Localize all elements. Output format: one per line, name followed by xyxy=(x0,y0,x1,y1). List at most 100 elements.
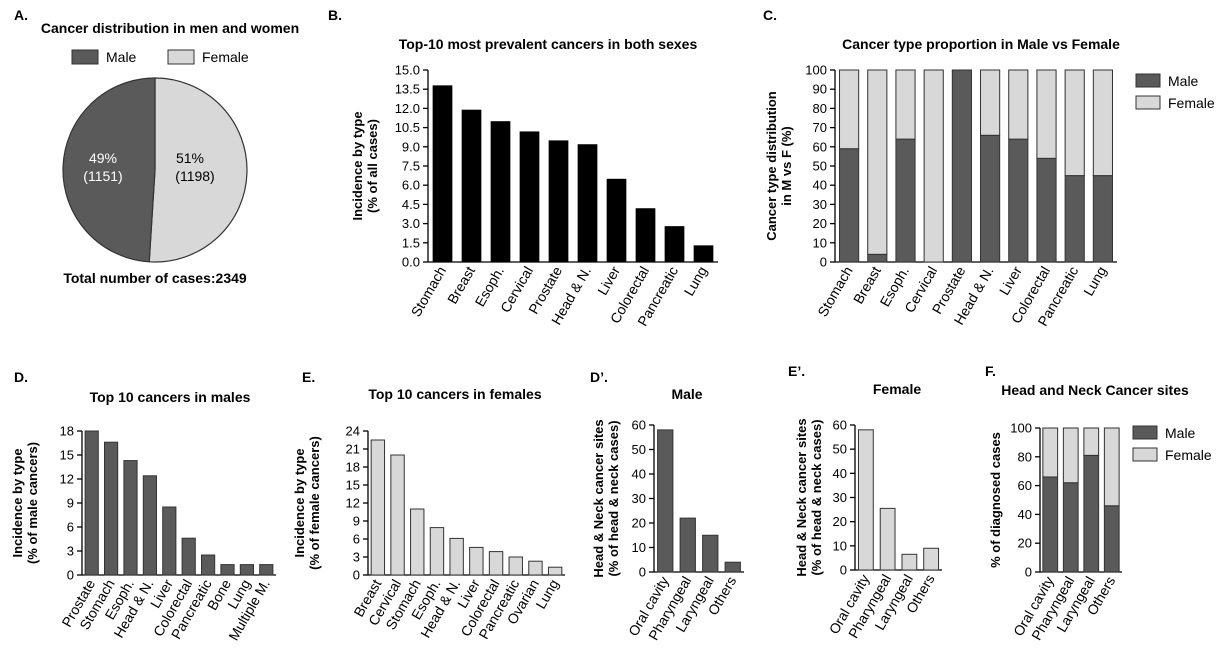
bar-cervical xyxy=(519,131,540,262)
bar-others xyxy=(923,547,940,571)
bar-esoph xyxy=(490,121,511,262)
y-tick-label: 60 xyxy=(813,139,827,154)
bar-laryngeal xyxy=(702,534,719,573)
y-tick-label: 9.0 xyxy=(402,139,420,154)
y-tick-label: 10.5 xyxy=(395,120,420,135)
y-tick-label: 6 xyxy=(67,520,74,535)
y-tick-label: 30 xyxy=(833,490,847,505)
panel-label-d: D. xyxy=(14,369,28,385)
chart-e-prime: 0 10 20 30 40 50 60 Head & Neck cancer sites (% … xyxy=(794,418,942,641)
bar-female-esoph xyxy=(895,69,916,140)
legend-label-male: Male xyxy=(1168,73,1199,89)
bar-laryngeal xyxy=(901,553,918,571)
x-tick-label-liver: Liver xyxy=(996,263,1025,298)
bar-male-breast xyxy=(867,253,888,263)
chart-b-title: Top-10 most prevalent cancers in both se… xyxy=(399,36,698,52)
bar-lung xyxy=(693,245,714,262)
pie-male-percent: 49% xyxy=(89,150,117,166)
y-tick-label: 0 xyxy=(840,563,847,578)
y-tick-label: 1.5 xyxy=(402,235,420,250)
bar-male-liver xyxy=(1008,138,1029,263)
bar-pharyngeal xyxy=(879,507,896,571)
y-tick-label: 0 xyxy=(353,568,360,583)
bar-head-n xyxy=(142,475,157,576)
y-axis-label: (% of male cancers) xyxy=(25,442,40,564)
x-tick-label-stomach: Stomach xyxy=(814,264,855,320)
bar-female-laryngeal xyxy=(1083,427,1100,456)
chart-e-title: Top 10 cancers in females xyxy=(368,386,541,402)
panel-label-e-prime: E’. xyxy=(788,363,805,379)
y-axis-label: (% of head & neck cases) xyxy=(809,419,824,575)
bar-female-lung xyxy=(1092,69,1113,177)
chart-e: 0 3 6 9 12 15 18 21 24 Incidence by type (% of fem… xyxy=(292,424,565,642)
bar-male-prostate xyxy=(951,69,972,263)
bar-pancreatic xyxy=(664,226,685,262)
chart-ep-title: Female xyxy=(873,381,921,397)
chart-c: 0 10 20 30 40 50 60 70 80 90 100 Cancer type distri… xyxy=(764,63,1215,329)
pie-female-percent: 51% xyxy=(176,150,204,166)
y-tick-label: 9 xyxy=(67,496,74,511)
y-tick-label: 50 xyxy=(813,159,827,174)
panel-label-e: E. xyxy=(302,369,315,385)
panel-a: A. Cancer distribution in men and women … xyxy=(14,7,299,286)
bar-male-head-n xyxy=(980,134,1001,263)
y-tick-label: 40 xyxy=(813,178,827,193)
bar-male-pharyngeal xyxy=(1062,482,1079,573)
y-tick-label: 24 xyxy=(346,424,360,439)
legend-swatch-female xyxy=(1132,447,1158,462)
y-tick-label: 10 xyxy=(813,235,827,250)
bar-others xyxy=(724,561,741,573)
y-tick-label: 70 xyxy=(813,120,827,135)
bar-breast xyxy=(461,109,482,263)
y-tick-label: 60 xyxy=(833,418,847,433)
legend-label-female: Female xyxy=(202,49,249,65)
chart-c-title: Cancer type proportion in Male vs Female xyxy=(842,36,1120,52)
y-tick-label: 20 xyxy=(833,514,847,529)
y-tick-label: 50 xyxy=(833,442,847,457)
y-tick-label: 15 xyxy=(346,478,360,493)
y-tick-label: 20 xyxy=(632,516,646,531)
bar-cervical xyxy=(390,454,405,576)
legend-swatch-male xyxy=(1132,425,1158,440)
y-axis-label: % of diagnosed cases xyxy=(988,432,1003,568)
bar-pancreatic xyxy=(508,556,523,576)
y-tick-label: 30 xyxy=(632,491,646,506)
legend-label-male: Male xyxy=(1165,425,1196,441)
chart-b: 0.0 1.5 3.0 4.5 6.0 7.5 9.0 10.5 12.0 13.5 15.0 Inc… xyxy=(350,63,718,329)
y-tick-label: 90 xyxy=(813,82,827,97)
y-axis-label: (% of all cases) xyxy=(365,119,380,213)
y-tick-label: 10 xyxy=(833,538,847,553)
bar-stomach xyxy=(104,441,119,576)
bar-male-oral-cavity xyxy=(1042,476,1059,573)
y-tick-label: 80 xyxy=(1018,449,1032,464)
bar-prostate xyxy=(84,430,99,576)
y-tick-label: 15 xyxy=(60,448,74,463)
y-axis-label: in M vs F (%) xyxy=(779,126,794,205)
legend-swatch-female xyxy=(1135,95,1161,110)
pie-female-count: (1198) xyxy=(175,168,214,184)
chart-f-title: Head and Neck Cancer sites xyxy=(1001,382,1189,398)
bar-oral-cavity xyxy=(657,429,674,573)
y-tick-label: 0 xyxy=(820,255,827,270)
legend-swatch-male xyxy=(1135,73,1161,88)
bar-male-others xyxy=(1103,505,1120,573)
y-tick-label: 12 xyxy=(346,496,360,511)
y-tick-label: 40 xyxy=(833,466,847,481)
y-axis-label: Incidence by type xyxy=(292,448,307,557)
bar-multiple-m xyxy=(259,564,274,576)
y-tick-label: 18 xyxy=(346,460,360,475)
bar-male-stomach xyxy=(839,148,860,263)
pie-male-count: (1151) xyxy=(83,168,122,184)
bar-male-pancreatic xyxy=(1064,175,1085,263)
bar-female-others xyxy=(1103,427,1120,507)
bar-colorectal xyxy=(488,551,504,576)
y-tick-label: 6.0 xyxy=(402,178,420,193)
x-tick-label-liver: Liver xyxy=(594,263,623,298)
bar-esoph xyxy=(123,460,138,576)
bar-female-liver xyxy=(1008,69,1029,140)
pie-slice-male xyxy=(62,77,156,263)
bar-female-oral-cavity xyxy=(1042,427,1059,478)
pie-chart xyxy=(62,77,248,263)
